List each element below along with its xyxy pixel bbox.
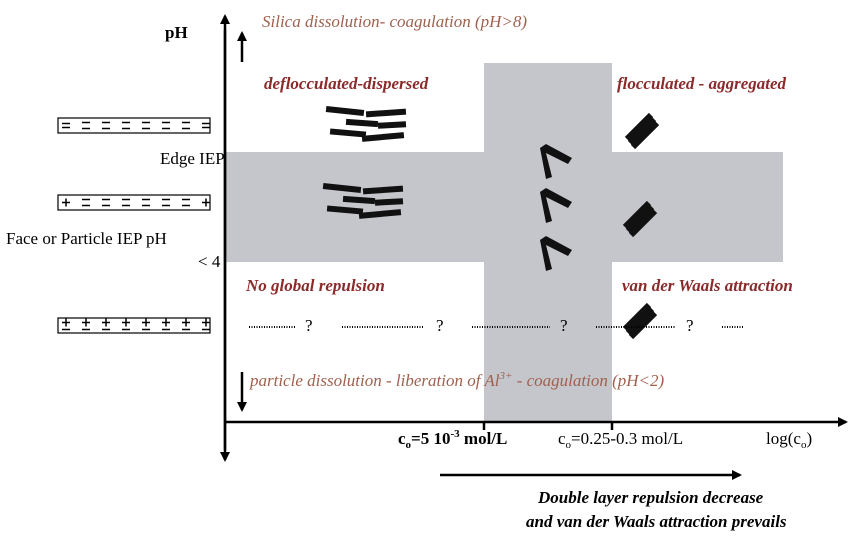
platelet (362, 132, 404, 142)
footnote: and van der Waals attraction prevails (526, 512, 787, 531)
platelet (366, 109, 406, 118)
platelet (378, 121, 406, 128)
footnote: Double layer repulsion decrease (537, 488, 764, 507)
diagram: pH Silica dissolution- coagulation (pH>8… (0, 0, 864, 536)
level-label: < 4 (198, 252, 221, 271)
platelet (326, 106, 364, 116)
region-label: van der Waals attraction (622, 276, 793, 295)
level-label: Edge IEP (160, 149, 225, 168)
region-label: deflocculated-dispersed (264, 74, 429, 93)
question-mark: ? (560, 316, 568, 335)
region-label: flocculated - aggregated (617, 74, 787, 93)
x-axis-label: log(co) (766, 429, 812, 451)
question-mark: ? (305, 316, 313, 335)
question-mark: ? (436, 316, 444, 335)
concentration: co=5 10-3 mol/L (398, 428, 507, 451)
gray-cross (226, 63, 783, 422)
platelet (330, 128, 366, 137)
y-axis-label: pH (165, 23, 188, 42)
level-label: Face or Particle IEP pH (6, 229, 167, 248)
platelet (346, 119, 378, 127)
charge-box (58, 118, 210, 133)
charge-box (58, 195, 210, 210)
annotation: particle dissolution - liberation of Al3… (249, 370, 664, 390)
concentration: co=0.25-0.3 mol/L (558, 429, 683, 451)
region-label: No global repulsion (245, 276, 385, 295)
question-mark: ? (686, 316, 694, 335)
charge-box (58, 318, 210, 333)
annotation: Silica dissolution- coagulation (pH>8) (262, 12, 527, 31)
